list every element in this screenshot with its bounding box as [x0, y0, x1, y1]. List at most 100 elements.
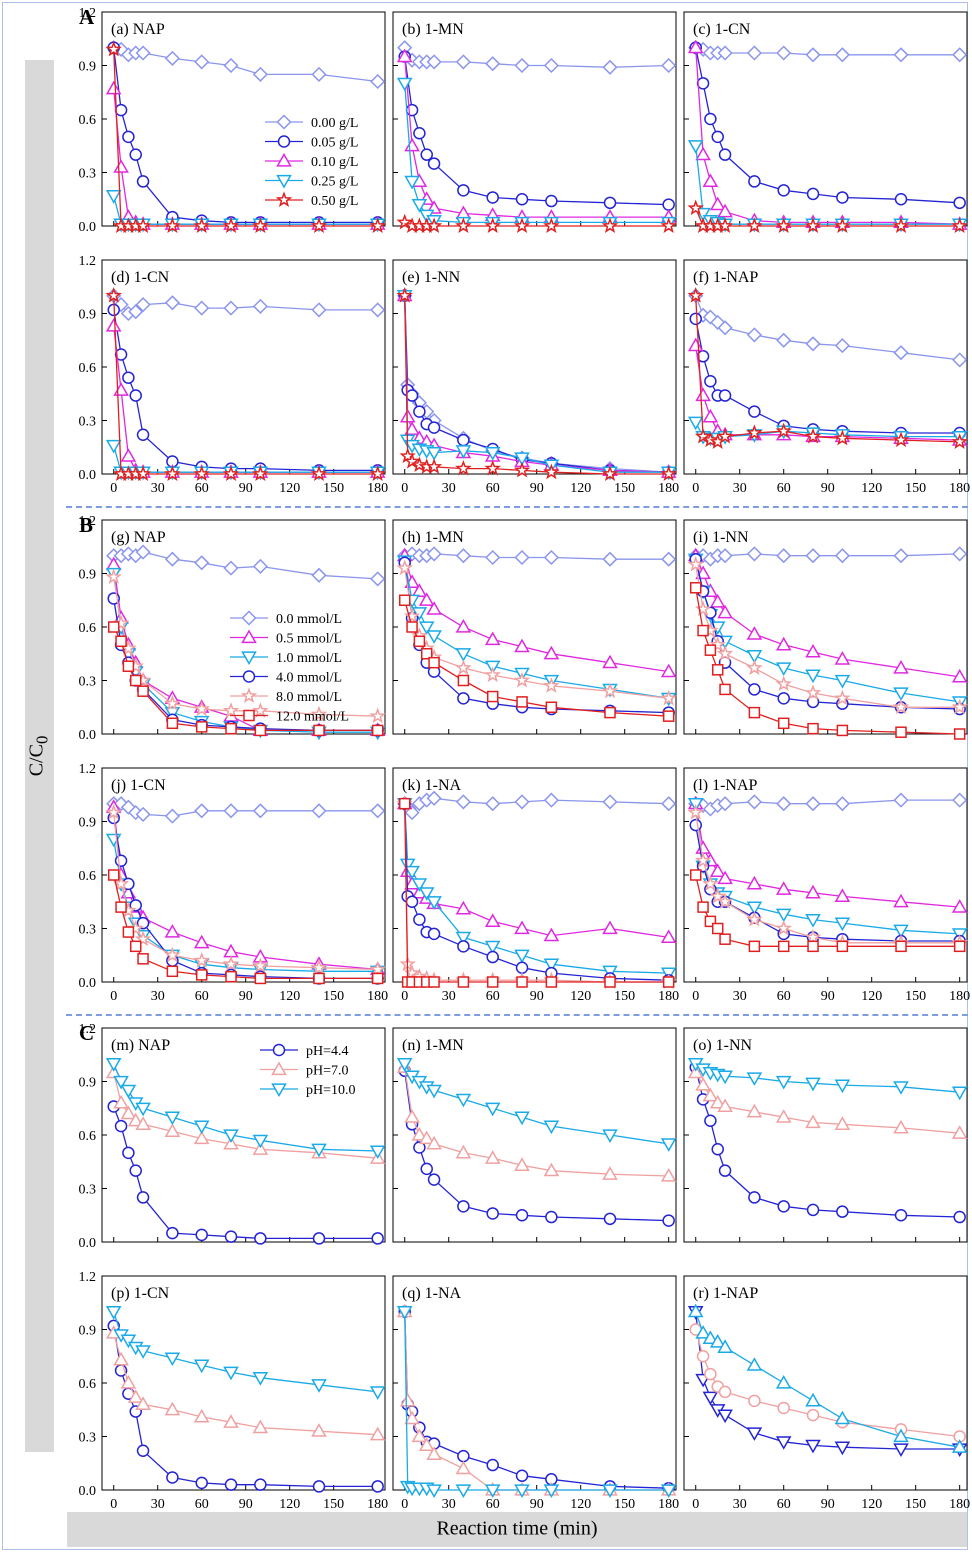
data-point — [105, 1058, 122, 1072]
series-line — [404, 295, 669, 473]
data-point — [805, 643, 821, 658]
series-line — [695, 874, 960, 947]
data-point — [120, 1334, 137, 1349]
data-point — [129, 1164, 142, 1177]
data-point — [515, 193, 529, 206]
data-point — [836, 940, 849, 953]
data-point — [893, 345, 909, 361]
x-tick-label: 0 — [401, 989, 408, 1004]
data-point — [545, 1210, 558, 1224]
data-point — [369, 1426, 386, 1441]
data-point — [425, 458, 443, 474]
y-tick-label: 0.3 — [79, 1431, 97, 1446]
data-point — [404, 137, 420, 152]
data-point — [775, 1109, 792, 1123]
data-point — [951, 899, 968, 913]
data-point — [804, 217, 822, 234]
series-c-1 — [689, 41, 966, 210]
data-point — [716, 427, 734, 444]
data-point — [892, 431, 910, 448]
data-point — [114, 103, 128, 117]
series-line — [695, 812, 960, 944]
y-tick-label: 0.9 — [79, 308, 97, 323]
data-point — [776, 548, 792, 564]
data-point — [223, 1366, 239, 1381]
series-j-1 — [105, 799, 386, 976]
data-point — [311, 1379, 327, 1393]
data-point — [777, 1401, 790, 1415]
x-tick-label: 30 — [733, 481, 747, 496]
data-point — [711, 922, 724, 935]
panel-title-b: (b) 1-MN — [402, 21, 464, 38]
data-point — [370, 302, 386, 318]
series-line — [113, 1332, 378, 1436]
series-line — [404, 803, 669, 981]
data-point — [834, 1079, 851, 1094]
data-point — [543, 792, 559, 808]
series-line — [695, 553, 960, 560]
data-point — [746, 217, 763, 234]
data-point — [604, 706, 616, 719]
data-point — [893, 1428, 909, 1443]
data-point — [702, 1391, 719, 1406]
data-point — [164, 1352, 181, 1367]
data-point — [775, 662, 792, 677]
data-point — [515, 1209, 529, 1222]
panel-frame-o — [683, 1027, 968, 1243]
panel-title-e: (e) 1-NN — [402, 269, 461, 286]
legend-m: pH=4.4 pH=7.0 pH=10.0 — [260, 1043, 356, 1098]
x-tick-label: 150 — [614, 989, 635, 1004]
x-tick-label: 120 — [279, 1497, 300, 1512]
data-point — [310, 705, 328, 722]
series-a-4 — [105, 40, 386, 234]
x-tick-label: 150 — [905, 1497, 926, 1512]
legend-marker — [277, 135, 291, 148]
x-tick-label: 30 — [151, 989, 165, 1004]
data-point — [411, 198, 428, 213]
data-point — [514, 1111, 530, 1126]
data-point — [702, 1330, 719, 1345]
series-line — [695, 824, 960, 942]
data-point — [696, 1350, 710, 1363]
data-point — [660, 1484, 677, 1499]
data-point — [485, 796, 501, 812]
x-tick-label: 180 — [949, 1497, 970, 1512]
y-tick-label: 0.9 — [79, 60, 97, 75]
panel-o: (o) 1-NN — [683, 1027, 968, 1243]
panel-b: (b) 1-MN — [392, 11, 677, 234]
data-point — [114, 1119, 128, 1133]
data-point — [426, 54, 442, 70]
data-point — [893, 1081, 909, 1095]
legend-label: 0.50 g/L — [311, 194, 358, 209]
data-point — [427, 927, 441, 941]
panel-frame-d — [101, 259, 386, 475]
x-tick-label: 180 — [658, 481, 679, 496]
data-point — [484, 217, 501, 234]
x-tick-label: 180 — [367, 989, 388, 1004]
panel-f: 0 30 60 90 120 150 180 (f) 1-NAP — [683, 259, 970, 496]
series-line — [695, 345, 960, 441]
data-point — [223, 1129, 239, 1144]
data-point — [805, 796, 821, 812]
series-line — [695, 1072, 960, 1134]
data-point — [805, 548, 821, 564]
data-point — [602, 551, 618, 567]
panel-n: (n) 1-MN — [392, 1027, 677, 1243]
data-point — [164, 217, 181, 234]
series-n-1 — [396, 1059, 677, 1182]
data-point — [457, 674, 470, 687]
data-point — [129, 148, 142, 161]
data-point — [514, 949, 530, 964]
data-point — [602, 1129, 618, 1144]
data-point — [717, 1339, 733, 1353]
series-line — [404, 803, 669, 974]
data-point — [105, 1306, 122, 1320]
data-point — [114, 854, 128, 867]
data-point — [777, 717, 790, 730]
data-point — [311, 1423, 327, 1437]
x-tick-label: 120 — [861, 989, 882, 1004]
data-point — [369, 1145, 386, 1160]
x-axis-label: Reaction time (min) — [436, 1517, 598, 1540]
data-point — [164, 1401, 181, 1416]
data-point — [404, 421, 420, 436]
